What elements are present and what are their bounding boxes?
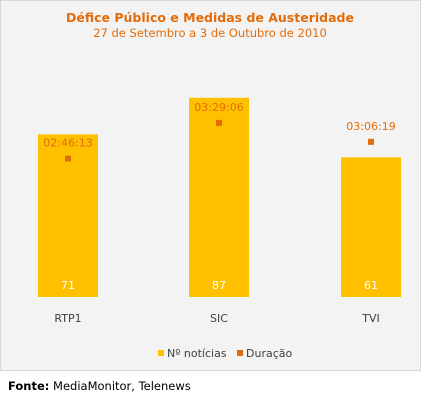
category-label: TVI (361, 312, 380, 325)
chart-subtitle: 27 de Setembro a 3 de Outubro de 2010 (93, 26, 327, 40)
duration-label: 03:29:06 (194, 101, 243, 114)
duration-label: 02:46:13 (43, 137, 92, 150)
bar-chart: Défice Público e Medidas de Austeridade2… (38, 10, 401, 360)
source-label: Fonte: (8, 379, 50, 393)
bar-value-label: 61 (364, 279, 378, 292)
duration-label: 03:06:19 (346, 120, 395, 133)
bar-value-label: 87 (212, 279, 226, 292)
legend-label-duracao: Duração (246, 347, 292, 360)
duration-marker-rtp1 (65, 155, 71, 162)
bar-sic (189, 97, 249, 298)
source-note: Fonte: MediaMonitor, Telenews (8, 379, 191, 393)
chart-title: Défice Público e Medidas de Austeridade (66, 10, 354, 25)
bar-tvi (341, 157, 401, 297)
duration-marker-tvi (368, 138, 374, 145)
legend-swatch-duracao (237, 350, 243, 356)
category-label: RTP1 (54, 312, 81, 325)
source-text: MediaMonitor, Telenews (49, 379, 191, 393)
bar-value-label: 71 (61, 279, 75, 292)
legend-swatch-noticias (158, 350, 164, 356)
duration-marker-sic (216, 119, 222, 126)
legend-label-noticias: Nº notícias (167, 347, 227, 360)
category-label: SIC (210, 312, 228, 325)
